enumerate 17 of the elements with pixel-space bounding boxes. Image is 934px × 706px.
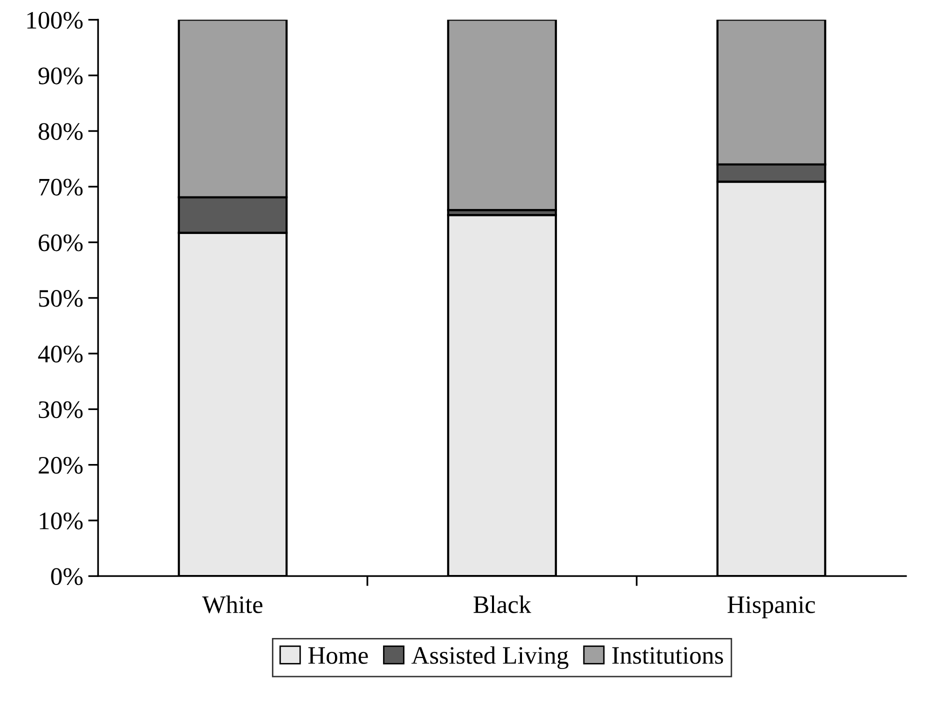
x-tick-label: Black — [474, 596, 532, 614]
y-tick-label: 60% — [38, 234, 83, 252]
y-tick-label: 70% — [39, 178, 83, 196]
y-tick-label: 90% — [38, 67, 83, 84]
x-tick-label: Hispanic — [728, 596, 815, 618]
legend-label: Institutions — [612, 647, 723, 664]
y-tick-label: 80% — [38, 123, 83, 140]
x-tick-label: White — [202, 596, 262, 614]
legend-label: Assisted Living — [411, 646, 568, 670]
y-tick-label: 50% — [39, 290, 83, 307]
y-tick-label: 20% — [38, 456, 83, 474]
y-tick-label: 0% — [51, 568, 83, 586]
y-tick-label: 100% — [27, 12, 83, 29]
y-tick-label: 10% — [40, 512, 83, 530]
y-tick-label: 30% — [38, 401, 83, 418]
y-tick-label: 40% — [38, 346, 83, 363]
legend-label: Home — [308, 647, 368, 664]
